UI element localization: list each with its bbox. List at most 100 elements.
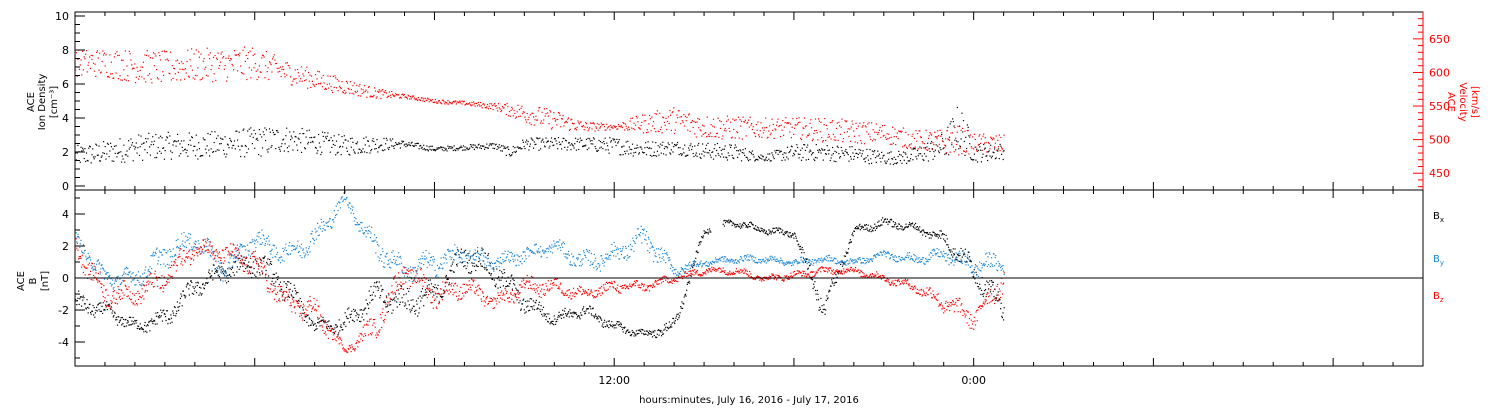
- velocity-point: [706, 116, 708, 118]
- velocity-point: [770, 132, 772, 134]
- velocity-point: [481, 107, 483, 109]
- density-point: [439, 147, 441, 149]
- density-point: [376, 139, 378, 141]
- density-point: [818, 149, 820, 151]
- bx-point: [788, 232, 790, 234]
- velocity-point: [927, 137, 929, 139]
- velocity-point: [878, 132, 880, 134]
- bx-point: [465, 249, 467, 251]
- density-point: [457, 149, 459, 151]
- bx-point: [514, 294, 516, 296]
- by-point: [521, 263, 523, 265]
- bx-point: [260, 260, 262, 262]
- bx-point: [157, 312, 159, 314]
- velocity-point: [503, 107, 505, 109]
- by-point: [284, 247, 286, 249]
- by-point: [484, 263, 486, 265]
- density-point: [210, 148, 212, 150]
- bx-point: [943, 238, 945, 240]
- density-point: [973, 159, 975, 161]
- velocity-point: [466, 103, 468, 105]
- velocity-point: [975, 146, 977, 148]
- by-point: [602, 260, 604, 262]
- density-point: [86, 159, 88, 162]
- by-point: [510, 260, 512, 262]
- by-point: [337, 209, 339, 212]
- by-point: [319, 225, 321, 227]
- velocity-point: [896, 132, 898, 134]
- density-point: [380, 144, 382, 146]
- bx-point: [903, 228, 905, 230]
- density-point: [944, 153, 946, 155]
- velocity-point: [241, 72, 243, 74]
- bx-point: [421, 297, 423, 299]
- density-point: [553, 144, 555, 146]
- bx-point: [220, 279, 222, 281]
- bx-point: [290, 282, 292, 285]
- bx-point: [638, 329, 640, 331]
- density-point: [793, 152, 795, 154]
- bx-point: [608, 320, 610, 322]
- bx-point: [625, 332, 627, 334]
- density-point: [162, 147, 164, 149]
- bx-point: [375, 286, 377, 288]
- bx-point: [97, 303, 99, 305]
- velocity-point: [233, 69, 235, 71]
- velocity-point: [942, 141, 944, 143]
- by-point: [121, 281, 123, 284]
- density-point: [543, 145, 546, 147]
- density-point: [401, 140, 403, 142]
- bx-point: [388, 294, 390, 296]
- by-point: [256, 235, 258, 237]
- by-point: [341, 196, 343, 198]
- density-point: [899, 160, 901, 162]
- by-point: [595, 257, 597, 259]
- bx-point: [263, 257, 265, 259]
- velocity-point: [529, 122, 531, 124]
- bx-point: [935, 233, 938, 236]
- bx-point: [844, 255, 847, 257]
- bx-point: [793, 232, 796, 234]
- density-point: [300, 142, 302, 144]
- density-point: [407, 144, 409, 146]
- bx-point: [855, 228, 857, 230]
- bx-point: [548, 313, 550, 315]
- bx-point: [100, 302, 102, 304]
- velocity-point: [828, 134, 830, 136]
- density-point: [656, 155, 658, 157]
- velocity-point: [268, 78, 270, 81]
- density-point: [216, 137, 218, 139]
- velocity-point: [166, 51, 168, 53]
- bx-point: [464, 265, 466, 267]
- velocity-point: [730, 137, 732, 139]
- bx-point: [660, 329, 662, 332]
- velocity-point: [401, 94, 403, 96]
- density-point: [707, 142, 709, 144]
- bx-point: [395, 296, 397, 298]
- density-point: [651, 155, 653, 157]
- by-point: [105, 273, 107, 275]
- by-point: [380, 254, 382, 256]
- by-point: [462, 251, 464, 254]
- velocity-point: [428, 101, 430, 103]
- velocity-point: [938, 135, 940, 137]
- bx-point: [415, 300, 418, 302]
- bx-point: [76, 304, 78, 306]
- bx-point: [254, 274, 256, 276]
- density-point: [387, 147, 389, 149]
- bx-point: [400, 285, 402, 287]
- velocity-point: [307, 87, 309, 89]
- density-point: [617, 141, 620, 143]
- by-point: [194, 246, 196, 248]
- bx-point: [85, 308, 87, 310]
- bx-point: [656, 336, 658, 338]
- by-point: [302, 249, 304, 251]
- velocity-point: [656, 113, 658, 115]
- velocity-point: [828, 136, 831, 138]
- by-point: [216, 266, 218, 268]
- by-point: [248, 250, 250, 252]
- density-point: [744, 148, 746, 150]
- by-point: [387, 259, 389, 262]
- velocity-point: [318, 71, 320, 73]
- velocity-point: [297, 68, 299, 71]
